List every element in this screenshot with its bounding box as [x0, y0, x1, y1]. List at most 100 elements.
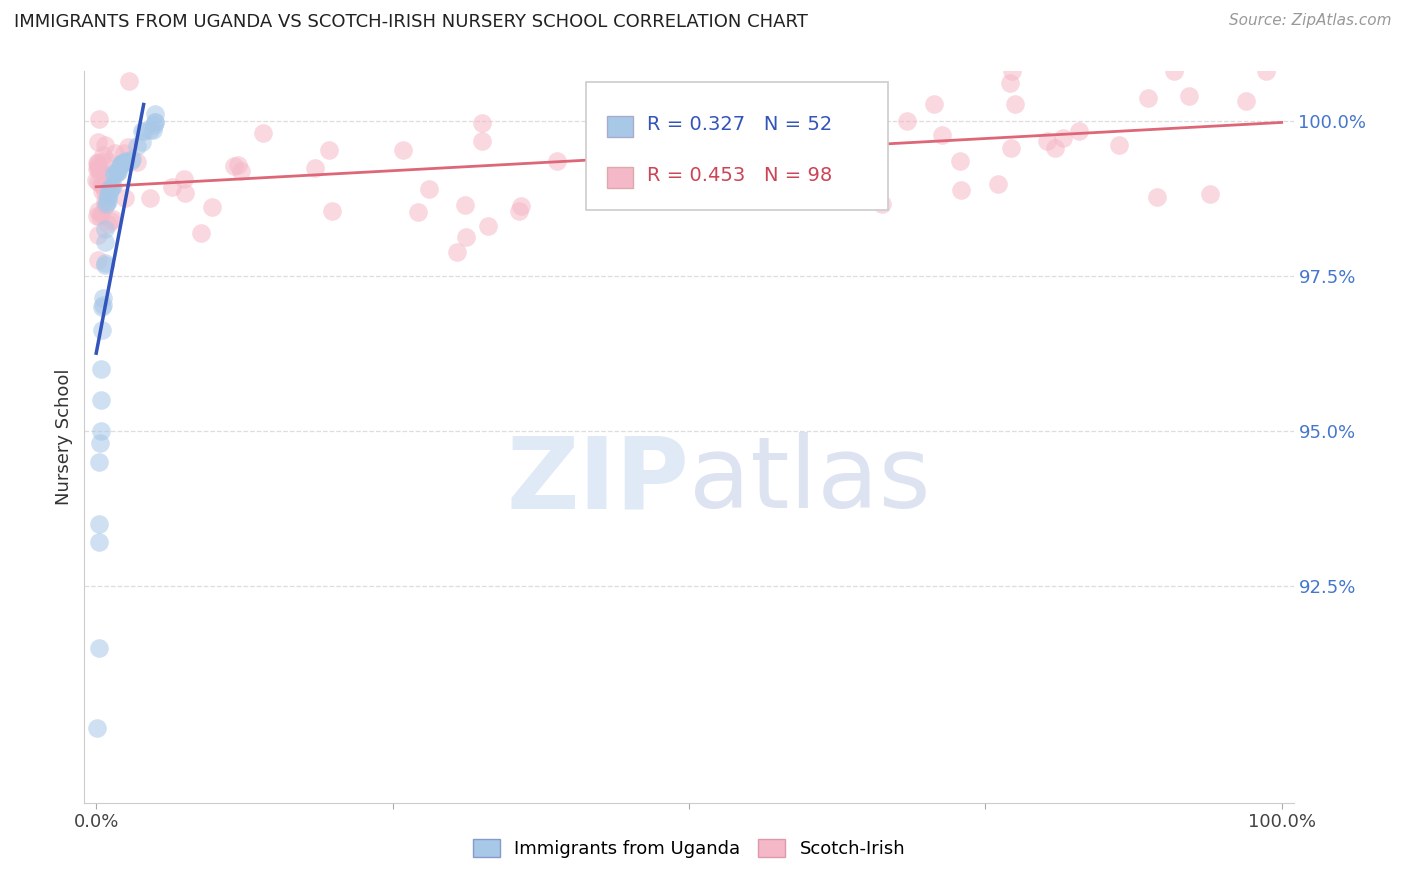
- Point: [671, 168, 693, 182]
- Point: [87, 535, 110, 549]
- Point: [91, 179, 114, 194]
- Point: [103, 178, 125, 193]
- Point: [91, 298, 114, 312]
- Point: [87, 204, 110, 219]
- Point: [86, 210, 108, 224]
- Point: [90, 424, 112, 438]
- Point: [125, 139, 148, 153]
- Point: [1043, 141, 1066, 155]
- Point: [949, 154, 972, 169]
- Point: [728, 168, 751, 182]
- Point: [108, 159, 131, 173]
- Point: [86, 173, 108, 187]
- Point: [607, 150, 630, 164]
- Text: atlas: atlas: [689, 433, 931, 530]
- Point: [87, 516, 110, 531]
- Y-axis label: Nursery School: Nursery School: [55, 368, 73, 506]
- Point: [794, 151, 817, 165]
- Point: [190, 227, 212, 241]
- Point: [173, 186, 195, 201]
- Point: [87, 455, 110, 469]
- Point: [90, 362, 112, 376]
- Point: [1108, 137, 1130, 152]
- Point: [226, 158, 249, 172]
- Point: [672, 128, 695, 143]
- Point: [454, 198, 477, 212]
- Point: [87, 640, 110, 655]
- Text: IMMIGRANTS FROM UGANDA VS SCOTCH-IRISH NURSERY SCHOOL CORRELATION CHART: IMMIGRANTS FROM UGANDA VS SCOTCH-IRISH N…: [14, 13, 808, 31]
- Point: [931, 128, 953, 143]
- Point: [94, 137, 117, 152]
- Point: [100, 214, 122, 228]
- Point: [733, 142, 755, 156]
- Point: [89, 436, 111, 450]
- Point: [94, 221, 117, 235]
- Point: [97, 188, 120, 202]
- Point: [142, 122, 165, 136]
- Point: [132, 124, 155, 138]
- Point: [1146, 190, 1168, 204]
- Legend: Immigrants from Uganda, Scotch-Irish: Immigrants from Uganda, Scotch-Irish: [464, 830, 914, 867]
- Point: [704, 94, 727, 108]
- Point: [98, 182, 121, 196]
- Point: [93, 291, 115, 305]
- Point: [139, 122, 162, 136]
- Point: [1256, 64, 1278, 78]
- Point: [751, 95, 773, 109]
- Point: [418, 182, 440, 196]
- Point: [321, 203, 343, 218]
- Point: [93, 258, 115, 272]
- Point: [97, 194, 120, 208]
- Point: [87, 136, 110, 150]
- Point: [1000, 141, 1022, 155]
- Point: [97, 186, 120, 201]
- Point: [1234, 94, 1257, 108]
- Point: [89, 163, 111, 178]
- Point: [86, 722, 108, 736]
- Point: [508, 203, 530, 218]
- Point: [546, 153, 568, 168]
- Point: [105, 165, 128, 179]
- Point: [1136, 91, 1159, 105]
- Point: [87, 158, 110, 172]
- Point: [86, 162, 108, 177]
- Point: [87, 161, 110, 176]
- Point: [702, 103, 724, 118]
- Point: [103, 168, 125, 182]
- Point: [94, 235, 117, 250]
- Point: [471, 134, 494, 148]
- Point: [90, 177, 112, 191]
- FancyBboxPatch shape: [607, 168, 633, 188]
- Point: [103, 166, 125, 180]
- Point: [111, 156, 134, 170]
- Point: [112, 155, 135, 169]
- Point: [121, 152, 143, 166]
- Point: [392, 143, 415, 157]
- Point: [107, 164, 129, 178]
- Point: [86, 175, 108, 189]
- Point: [145, 115, 167, 129]
- Point: [318, 143, 340, 157]
- Point: [841, 167, 863, 181]
- Point: [94, 199, 117, 213]
- Point: [645, 148, 668, 162]
- Point: [173, 171, 195, 186]
- Point: [592, 156, 614, 170]
- Point: [446, 244, 468, 259]
- Point: [91, 300, 114, 314]
- Point: [87, 154, 110, 169]
- Point: [477, 219, 499, 234]
- FancyBboxPatch shape: [607, 116, 633, 137]
- Point: [90, 207, 112, 221]
- Point: [115, 154, 138, 169]
- Point: [105, 165, 128, 179]
- Point: [94, 197, 117, 211]
- Point: [94, 170, 117, 185]
- Point: [114, 191, 136, 205]
- Point: [90, 392, 112, 407]
- Point: [118, 73, 141, 87]
- Point: [112, 154, 135, 169]
- Point: [110, 157, 132, 171]
- Point: [870, 197, 893, 211]
- Point: [131, 135, 153, 149]
